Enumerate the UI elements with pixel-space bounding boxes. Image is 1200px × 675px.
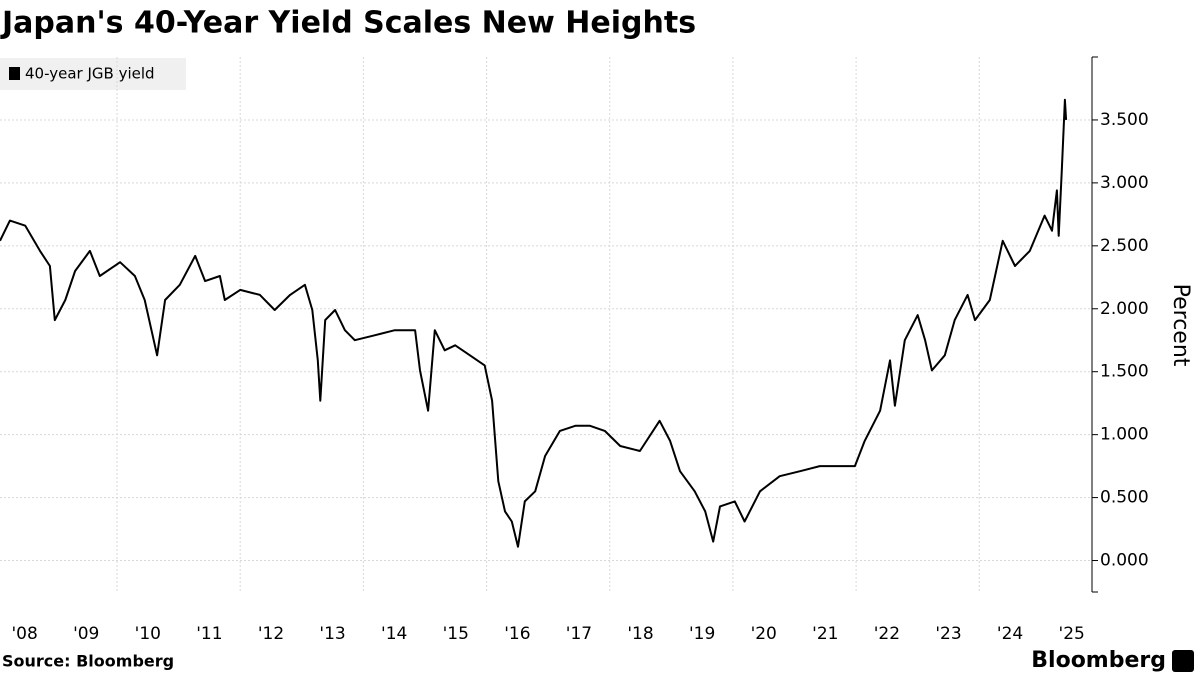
x-tick-label: '25 bbox=[1059, 624, 1085, 644]
x-tick-label: '16 bbox=[504, 624, 530, 644]
line-series bbox=[0, 98, 1068, 548]
y-tick-label: 3.500 bbox=[1100, 110, 1149, 130]
x-tick-label: '19 bbox=[689, 624, 715, 644]
x-tick-label: '24 bbox=[997, 624, 1023, 644]
source: Source: Bloomberg bbox=[2, 652, 174, 671]
y-tick-label: 2.500 bbox=[1100, 236, 1149, 256]
x-tick-label: '10 bbox=[135, 624, 161, 644]
y-tick-label: 0.000 bbox=[1100, 551, 1149, 571]
x-tick-label: '21 bbox=[812, 624, 838, 644]
x-tick-label: '13 bbox=[319, 624, 345, 644]
x-tick-label: '15 bbox=[443, 624, 469, 644]
legend-label: 40-year JGB yield bbox=[25, 65, 155, 83]
x-tick-label: '17 bbox=[566, 624, 592, 644]
x-tick-label: '22 bbox=[874, 624, 900, 644]
y-tick-label: 0.500 bbox=[1100, 488, 1149, 508]
x-tick-label: '08 bbox=[11, 624, 37, 644]
legend-swatch bbox=[9, 67, 20, 80]
x-tick-label: '09 bbox=[73, 624, 99, 644]
x-tick-label: '18 bbox=[627, 624, 653, 644]
y-tick-label: 1.500 bbox=[1100, 362, 1149, 382]
chart-title: Japan's 40-Year Yield Scales New Heights bbox=[0, 6, 696, 41]
y-tick-label: 2.000 bbox=[1100, 299, 1149, 319]
legend-box bbox=[0, 58, 186, 90]
x-tick-label: '23 bbox=[935, 624, 961, 644]
brand: Bloomberg bbox=[1031, 648, 1166, 673]
y-axis-label: Percent bbox=[1168, 284, 1193, 367]
x-tick-label: '14 bbox=[381, 624, 407, 644]
y-tick-label: 3.000 bbox=[1100, 173, 1149, 193]
y-tick-label: 1.000 bbox=[1100, 425, 1149, 445]
x-tick-label: '12 bbox=[258, 624, 284, 644]
x-tick-label: '11 bbox=[196, 624, 222, 644]
x-tick-label: '20 bbox=[751, 624, 777, 644]
brand-icon bbox=[1172, 650, 1194, 672]
